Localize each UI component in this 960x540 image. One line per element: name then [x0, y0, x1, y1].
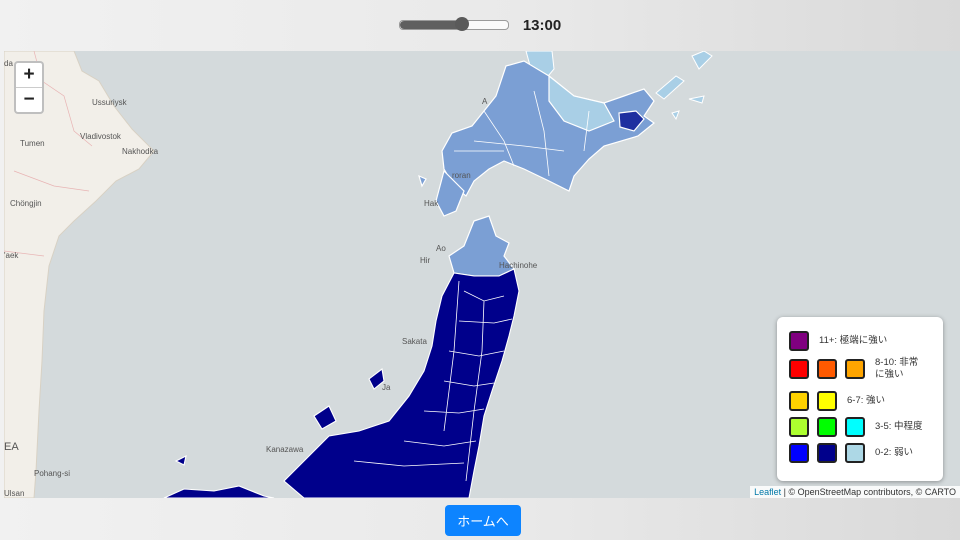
time-slider-fill: [399, 21, 463, 29]
home-button[interactable]: ホームへ: [445, 505, 521, 536]
leaflet-link[interactable]: Leaflet: [754, 487, 782, 497]
city-label: Ao: [436, 244, 446, 253]
asia-mainland: [4, 51, 155, 498]
zoom-in-button[interactable]: +: [16, 63, 42, 88]
city-label: Hachinohe: [499, 261, 538, 270]
city-label: EA: [4, 441, 19, 453]
city-label: Sakata: [402, 337, 427, 346]
legend-swatch: [789, 331, 809, 351]
map-view[interactable]: + − da Ussuriysk Vladivostok Tumen Nakho…: [4, 51, 960, 498]
legend-row-moderate: 3-5: 中程度: [789, 417, 923, 437]
city-label: Tumen: [20, 139, 45, 148]
city-label: Ussuriysk: [92, 98, 127, 107]
map-attribution: Leaflet | © OpenStreetMap contributors, …: [750, 486, 960, 498]
legend-swatch: [817, 359, 837, 379]
city-label: A: [482, 97, 488, 106]
legend-swatch: [845, 417, 865, 437]
time-control-bar: 13:00: [0, 0, 960, 50]
tohoku-honshu: [163, 268, 520, 498]
legend-swatch: [817, 391, 837, 411]
time-slider-thumb[interactable]: [455, 17, 470, 31]
city-label: Ja: [382, 383, 391, 392]
city-label: roran: [452, 171, 471, 180]
city-label: Hak: [424, 199, 439, 208]
map-canvas: [4, 51, 713, 498]
time-slider[interactable]: [398, 17, 509, 31]
legend-row-extreme: 11+: 極端に強い: [789, 331, 887, 351]
legend-swatch: [789, 417, 809, 437]
legend-label: 3-5: 中程度: [875, 421, 923, 432]
city-label: 'aek: [4, 251, 19, 260]
city-label: Ulsan: [4, 489, 25, 498]
attribution-text: | © OpenStreetMap contributors, © CARTO: [781, 487, 956, 497]
city-label: Kanazawa: [266, 445, 304, 454]
legend-swatch: [789, 391, 809, 411]
legend-swatch: [817, 417, 837, 437]
legend-label: 11+: 極端に強い: [819, 335, 888, 346]
legend-label: 6-7: 強い: [847, 395, 886, 406]
city-label: Pohang-si: [34, 469, 71, 478]
city-label: Hir: [420, 256, 431, 265]
legend-swatch: [845, 359, 865, 379]
city-label: Chöngjin: [10, 199, 42, 208]
legend-swatch: [817, 443, 837, 463]
prefecture-borders: [353, 90, 590, 482]
kuril-islands: [655, 51, 713, 121]
city-label: da: [4, 59, 13, 68]
legend-row-strong: 6-7: 強い: [789, 391, 885, 411]
city-label: Vladivostok: [80, 132, 121, 141]
time-label: 13:00: [522, 16, 562, 34]
hokkaido: [418, 60, 655, 217]
legend-swatch: [845, 443, 865, 463]
zoom-control: + −: [14, 61, 44, 114]
legend-row-weak: 0-2: 弱い: [789, 443, 913, 463]
city-label: Nakhodka: [122, 147, 159, 156]
legend-row-very-strong: 8-10: 非常に強い: [789, 357, 923, 381]
intensity-legend: 11+: 極端に強い 8-10: 非常に強い 6-7: 強い 3-5: 中程度 …: [777, 317, 943, 481]
legend-label: 8-10: 非常に強い: [875, 357, 919, 380]
legend-swatch: [789, 443, 809, 463]
zoom-out-button[interactable]: −: [23, 89, 35, 110]
legend-swatch: [789, 359, 809, 379]
legend-label: 0-2: 弱い: [875, 447, 914, 458]
